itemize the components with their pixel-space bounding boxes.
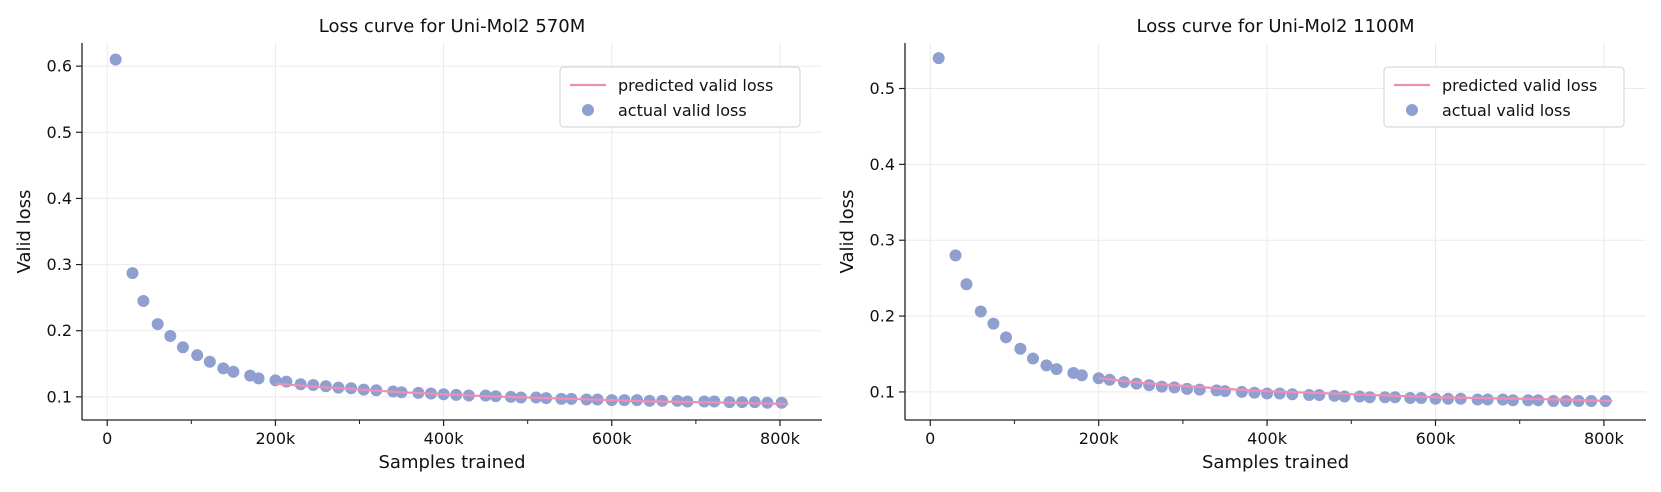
scatter-point (1000, 331, 1013, 344)
scatter-point (1429, 392, 1442, 405)
scatter-point (1471, 393, 1484, 406)
scatter-point (1155, 380, 1168, 393)
scatter-point (1286, 388, 1299, 401)
x-axis-title: Samples trained (379, 452, 526, 473)
scatter-point (227, 365, 240, 378)
y-axis-title: Valid loss (837, 190, 858, 274)
scatter-point (307, 378, 320, 391)
y-tick-label: 0.6 (47, 57, 72, 76)
scatter-point (164, 330, 177, 343)
scatter-point (1235, 385, 1248, 398)
scatter-point (1143, 379, 1156, 392)
scatter-point (191, 349, 204, 362)
scatter-point (319, 380, 332, 393)
y-tick-label: 0.4 (47, 189, 72, 208)
scatter-point (1506, 394, 1519, 407)
scatter-point (1218, 385, 1231, 398)
scatter-point (126, 267, 139, 280)
scatter-point (109, 53, 122, 66)
x-tick-label: 800k (1584, 429, 1625, 448)
legend-box (559, 66, 801, 128)
predicted-loss-line (275, 382, 789, 406)
y-tick-label: 0.3 (47, 255, 72, 274)
scatter-point (1248, 386, 1261, 399)
x-tick-label: 800k (760, 429, 801, 448)
scatter-point (1313, 388, 1326, 401)
y-tick-label: 0.2 (47, 321, 72, 340)
scatter-point (294, 378, 307, 391)
scatter-point (1261, 387, 1274, 400)
chart-2: 0 200k 400k 600k 800k 0.1 0.2 0.3 0.4 0.5 Loss cur… (837, 16, 1646, 473)
chart-1: 0 200k 400k 600k 800k 0.1 0.2 0.3 0.4 0.5 0.6 Loss … (14, 16, 822, 473)
scatter-point (1363, 391, 1376, 404)
scatter-point (1273, 387, 1286, 400)
scatter-point (1040, 359, 1053, 372)
scatter-point (1338, 390, 1351, 403)
scatter-point (775, 396, 788, 409)
legend-label-actual: actual valid loss (618, 101, 747, 120)
scatter-point (1522, 394, 1535, 407)
chart-title: Loss curve for Uni-Mol2 570M (319, 16, 586, 37)
scatter-point (1415, 392, 1428, 405)
scatter-point (1014, 342, 1027, 355)
scatter-point (1193, 383, 1206, 396)
y-tick-label: 0.5 (47, 123, 72, 142)
x-tick-label: 400k (1247, 429, 1288, 448)
scatter-point (176, 341, 189, 354)
x-tick-label: 400k (424, 429, 465, 448)
y-axis-title: Valid loss (14, 190, 35, 274)
scatter-point (1547, 395, 1560, 408)
scatter-point (1560, 395, 1573, 408)
scatter-point (1532, 394, 1545, 407)
x-tick-label: 600k (1416, 429, 1457, 448)
y-tick-label: 0.1 (870, 382, 895, 401)
scatter-point (1050, 363, 1063, 376)
scatter-point (1404, 392, 1417, 405)
legend-label-actual: actual valid loss (1442, 101, 1571, 120)
scatter-point (1481, 393, 1494, 406)
scatter-point (960, 278, 973, 291)
y-tick-label: 0.1 (47, 387, 72, 406)
scatter-point (151, 318, 164, 331)
x-tick-label: 200k (256, 429, 297, 448)
x-tick-label: 200k (1079, 429, 1120, 448)
legend-label-predicted: predicted valid loss (618, 76, 773, 95)
scatter-point (748, 396, 761, 409)
scatter-point (1075, 369, 1088, 382)
scatter-point (949, 249, 962, 262)
scatter-point (217, 362, 230, 375)
x-tick-label: 0 (925, 429, 935, 448)
scatter-point (252, 372, 265, 385)
x-tick-label: 600k (592, 429, 633, 448)
y-tick-label: 0.4 (870, 155, 895, 174)
chart-title: Loss curve for Uni-Mol2 1100M (1137, 16, 1415, 37)
legend-marker-swatch (1406, 104, 1418, 116)
scatter-point (1130, 377, 1143, 390)
y-tick-label: 0.3 (870, 231, 895, 250)
scatter-point (203, 355, 216, 368)
scatter-point (1026, 352, 1039, 365)
predicted-loss-line (1098, 377, 1613, 403)
scatter-point (1442, 392, 1455, 405)
scatter-point (974, 305, 987, 318)
scatter-point (932, 52, 945, 65)
y-tick-label: 0.5 (870, 79, 895, 98)
legend-box (1383, 66, 1625, 128)
y-tick-label: 0.2 (870, 307, 895, 326)
scatter-point (137, 294, 150, 307)
scatter-point (1389, 391, 1402, 404)
scatter-point (1181, 382, 1194, 395)
x-tick-label: 0 (102, 429, 112, 448)
scatter-point (987, 317, 1000, 330)
x-axis-title: Samples trained (1202, 452, 1349, 473)
legend-label-predicted: predicted valid loss (1442, 76, 1597, 95)
scatter-point (1168, 381, 1181, 394)
legend-marker-swatch (582, 104, 594, 116)
